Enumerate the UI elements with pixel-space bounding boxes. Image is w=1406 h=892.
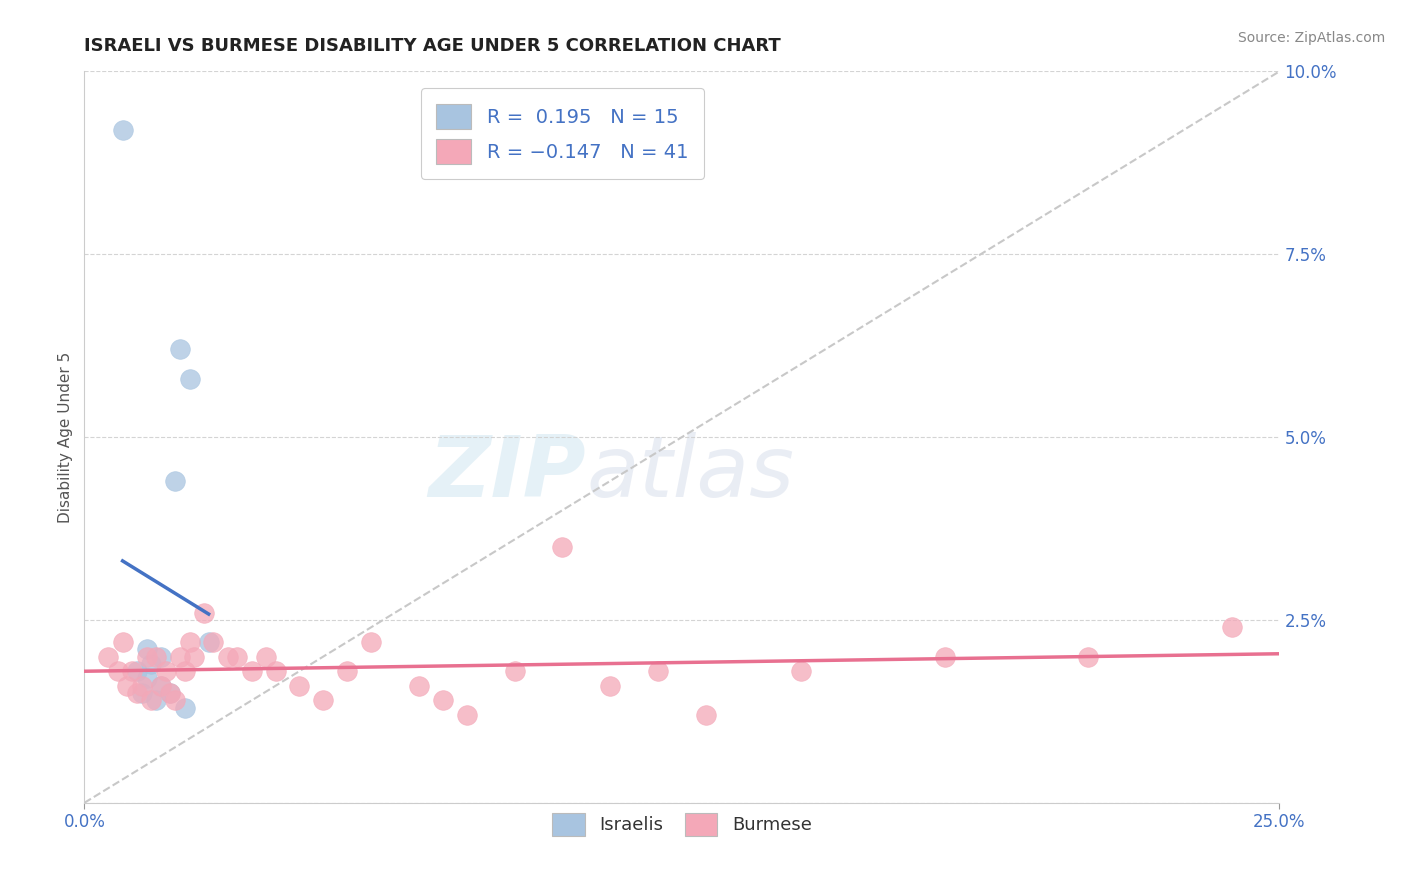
- Text: ZIP: ZIP: [429, 432, 586, 516]
- Point: [193, 606, 215, 620]
- Point: [165, 474, 187, 488]
- Point: [149, 649, 172, 664]
- Point: [202, 635, 225, 649]
- Point: [1077, 649, 1099, 664]
- Point: [173, 664, 195, 678]
- Point: [169, 649, 191, 664]
- Point: [336, 664, 359, 678]
- Point: [1220, 620, 1243, 634]
- Point: [121, 664, 143, 678]
- Point: [145, 649, 167, 664]
- Point: [125, 686, 148, 700]
- Point: [155, 664, 177, 678]
- Point: [226, 649, 249, 664]
- Point: [432, 693, 454, 707]
- Point: [145, 693, 167, 707]
- Point: [503, 664, 526, 678]
- Point: [360, 635, 382, 649]
- Point: [149, 679, 172, 693]
- Point: [149, 679, 172, 693]
- Point: [117, 679, 139, 693]
- Point: [131, 686, 153, 700]
- Point: [408, 679, 430, 693]
- Point: [288, 679, 311, 693]
- Point: [599, 679, 621, 693]
- Point: [141, 657, 163, 671]
- Point: [179, 371, 201, 385]
- Point: [934, 649, 956, 664]
- Point: [141, 693, 163, 707]
- Point: [790, 664, 813, 678]
- Point: [179, 635, 201, 649]
- Point: [125, 664, 148, 678]
- Point: [254, 649, 277, 664]
- Text: Source: ZipAtlas.com: Source: ZipAtlas.com: [1237, 31, 1385, 45]
- Point: [165, 693, 187, 707]
- Point: [197, 635, 219, 649]
- Point: [135, 649, 157, 664]
- Point: [131, 679, 153, 693]
- Point: [169, 343, 191, 357]
- Point: [159, 686, 181, 700]
- Point: [111, 123, 134, 137]
- Point: [456, 708, 478, 723]
- Point: [647, 664, 669, 678]
- Point: [135, 672, 157, 686]
- Y-axis label: Disability Age Under 5: Disability Age Under 5: [58, 351, 73, 523]
- Point: [107, 664, 129, 678]
- Point: [695, 708, 717, 723]
- Legend: Israelis, Burmese: Israelis, Burmese: [543, 804, 821, 845]
- Point: [97, 649, 120, 664]
- Text: atlas: atlas: [586, 432, 794, 516]
- Point: [264, 664, 287, 678]
- Text: ISRAELI VS BURMESE DISABILITY AGE UNDER 5 CORRELATION CHART: ISRAELI VS BURMESE DISABILITY AGE UNDER …: [84, 37, 782, 54]
- Point: [183, 649, 205, 664]
- Point: [312, 693, 335, 707]
- Point: [173, 700, 195, 714]
- Point: [551, 540, 574, 554]
- Point: [111, 635, 134, 649]
- Point: [135, 642, 157, 657]
- Point: [240, 664, 263, 678]
- Point: [159, 686, 181, 700]
- Point: [217, 649, 239, 664]
